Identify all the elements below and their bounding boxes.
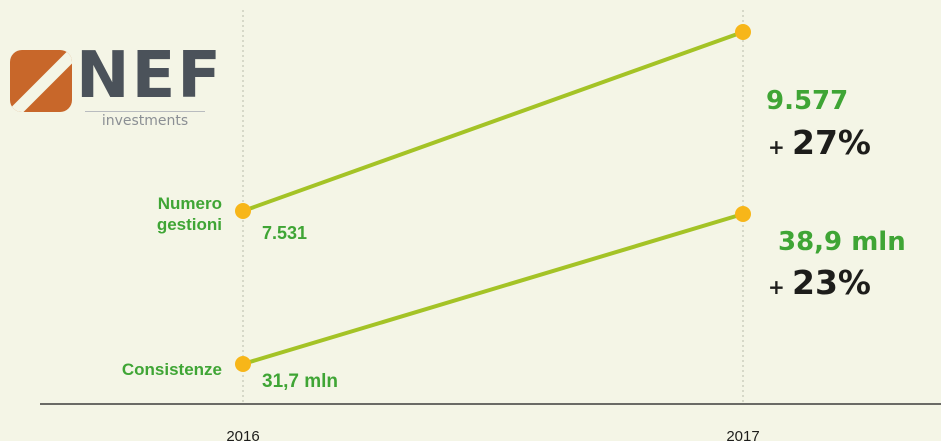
data-point-0-0 — [235, 203, 251, 219]
change-label-0: 27% — [792, 123, 871, 162]
change-prefix-0: + — [768, 135, 785, 159]
logo-mark-icon — [10, 50, 72, 112]
series-name-label-0: gestioni — [157, 215, 222, 234]
data-label-1-0: 31,7 mln — [262, 371, 338, 392]
data-point-1-1 — [735, 206, 751, 222]
series-name-label-0: Numero — [158, 194, 222, 213]
data-point-0-1 — [735, 24, 751, 40]
data-label-0-0: 7.531 — [262, 223, 307, 243]
change-label-1: 23% — [792, 263, 871, 302]
series-name-label-1: Consistenze — [122, 360, 222, 379]
data-label-1-1: 38,9 mln — [778, 227, 906, 257]
logo-tagline: investments — [85, 111, 205, 130]
data-point-1-0 — [235, 356, 251, 372]
logo-brand: NEF — [76, 39, 223, 113]
x-tick-label-2017: 2017 — [726, 428, 759, 441]
series-line-0 — [241, 30, 745, 213]
data-label-0-1: 9.577 — [766, 86, 848, 116]
nef-logo: NEF investments — [10, 44, 221, 130]
change-prefix-1: + — [768, 275, 785, 299]
series-line-1 — [241, 212, 745, 366]
x-tick-label-2016: 2016 — [226, 428, 259, 441]
